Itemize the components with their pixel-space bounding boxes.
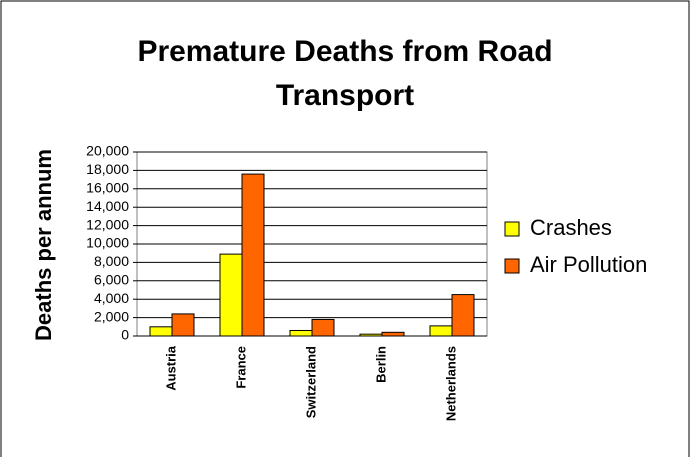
x-tick-label: Switzerland <box>303 346 318 418</box>
bar <box>219 253 243 337</box>
x-tick-label: Austria <box>163 345 178 391</box>
bar <box>311 318 335 337</box>
y-tick-label: 20,000 <box>86 143 129 159</box>
legend-label: Air Pollution <box>530 252 647 277</box>
bar <box>381 331 405 337</box>
chart-title: Premature Deaths from Road Transport <box>137 35 553 112</box>
y-tick-label: 18,000 <box>86 161 129 177</box>
x-tick-label: France <box>233 346 248 389</box>
y-axis-label: Deaths per annum <box>31 149 56 341</box>
legend-swatch <box>504 258 520 274</box>
bar <box>429 325 453 337</box>
y-tick-label: 12,000 <box>86 216 129 232</box>
x-tick-label: Netherlands <box>443 346 458 421</box>
y-tick-label: 4,000 <box>94 290 129 306</box>
bar <box>149 326 173 337</box>
x-tick-label: Berlin <box>373 346 388 383</box>
legend-swatch <box>504 221 520 237</box>
y-tick-label: 2,000 <box>94 308 129 324</box>
y-tick-label: 6,000 <box>94 272 129 288</box>
bar <box>241 173 265 337</box>
bar <box>451 294 475 337</box>
bar <box>171 313 195 337</box>
y-tick-label: 10,000 <box>86 235 129 251</box>
y-tick-label: 16,000 <box>86 180 129 196</box>
y-tick-label: 14,000 <box>86 198 129 214</box>
y-tick-label: 8,000 <box>94 253 129 269</box>
y-tick-label: 0 <box>121 327 129 343</box>
bar <box>289 329 313 337</box>
legend-label: Crashes <box>530 215 612 240</box>
